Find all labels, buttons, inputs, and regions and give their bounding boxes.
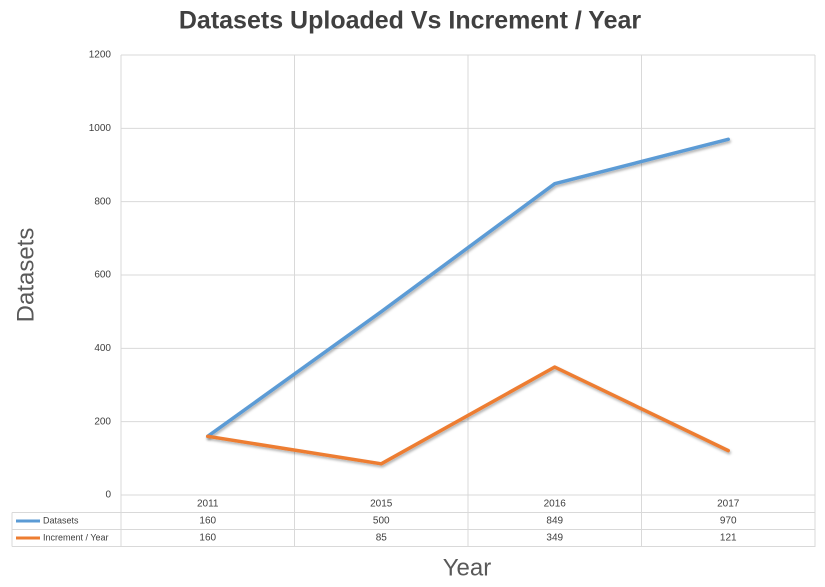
table-value: 160	[199, 533, 216, 544]
legend-label: Datasets	[43, 515, 79, 525]
x-axis-label: Year	[443, 554, 492, 581]
y-tick-label: 400	[94, 343, 111, 354]
y-tick-label: 0	[105, 490, 111, 501]
y-tick-label: 1000	[89, 123, 112, 134]
table-value: 849	[546, 516, 563, 527]
table-value: 349	[546, 533, 563, 544]
y-tick-label: 800	[94, 196, 111, 207]
x-tick-label: 2016	[544, 499, 567, 510]
x-tick-label: 2017	[717, 499, 740, 510]
legend-label: Increment / Year	[43, 532, 109, 542]
x-tick-label: 2015	[370, 499, 393, 510]
series-line	[206, 365, 730, 466]
table-value: 500	[373, 516, 390, 527]
table-value: 160	[199, 516, 216, 527]
y-tick-label: 600	[94, 270, 111, 281]
chart-title: Datasets Uploaded Vs Increment / Year	[179, 7, 642, 35]
table-value: 121	[720, 533, 737, 544]
y-axis-label: Datasets	[12, 228, 39, 323]
y-tick-label: 1200	[89, 50, 112, 61]
table-value: 970	[720, 516, 737, 527]
x-tick-label: 2011	[197, 499, 219, 510]
y-tick-label: 200	[94, 416, 111, 427]
series-line	[206, 137, 730, 439]
table-value: 85	[376, 533, 388, 544]
